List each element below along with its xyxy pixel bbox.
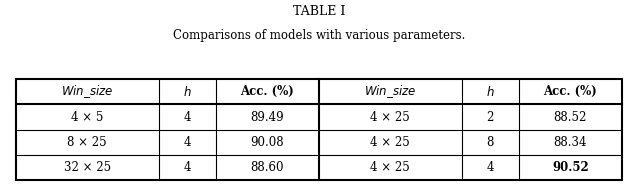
Text: 4: 4 bbox=[486, 161, 494, 174]
Text: $\boldsymbol{\mathit{h}}$: $\boldsymbol{\mathit{h}}$ bbox=[182, 85, 191, 99]
Text: TABLE I: TABLE I bbox=[293, 5, 345, 18]
Text: 4 × 25: 4 × 25 bbox=[371, 161, 410, 174]
Text: $\boldsymbol{\mathit{h}}$: $\boldsymbol{\mathit{h}}$ bbox=[486, 85, 494, 99]
Text: 4: 4 bbox=[183, 161, 191, 174]
Text: 90.52: 90.52 bbox=[552, 161, 589, 174]
Text: 88.52: 88.52 bbox=[554, 111, 587, 124]
Bar bbox=[16, 79, 622, 180]
Text: $\boldsymbol{\mathit{Win\_size}}$: $\boldsymbol{\mathit{Win\_size}}$ bbox=[61, 83, 114, 100]
Text: 8 × 25: 8 × 25 bbox=[68, 136, 107, 149]
Text: Acc. (%): Acc. (%) bbox=[544, 85, 597, 98]
Text: $\boldsymbol{\mathit{Win\_size}}$: $\boldsymbol{\mathit{Win\_size}}$ bbox=[364, 83, 417, 100]
Text: Comparisons of models with various parameters.: Comparisons of models with various param… bbox=[173, 29, 465, 42]
Text: 88.60: 88.60 bbox=[251, 161, 284, 174]
Text: Acc. (%): Acc. (%) bbox=[241, 85, 294, 98]
Text: 90.08: 90.08 bbox=[251, 136, 284, 149]
Text: 2: 2 bbox=[486, 111, 494, 124]
Text: 4: 4 bbox=[183, 136, 191, 149]
Text: 89.49: 89.49 bbox=[251, 111, 284, 124]
Text: 4 × 25: 4 × 25 bbox=[371, 136, 410, 149]
Text: 4 × 5: 4 × 5 bbox=[71, 111, 103, 124]
Text: 32 × 25: 32 × 25 bbox=[64, 161, 111, 174]
Text: 4: 4 bbox=[183, 111, 191, 124]
Text: 4 × 25: 4 × 25 bbox=[371, 111, 410, 124]
Text: 88.34: 88.34 bbox=[554, 136, 587, 149]
Text: 8: 8 bbox=[486, 136, 494, 149]
